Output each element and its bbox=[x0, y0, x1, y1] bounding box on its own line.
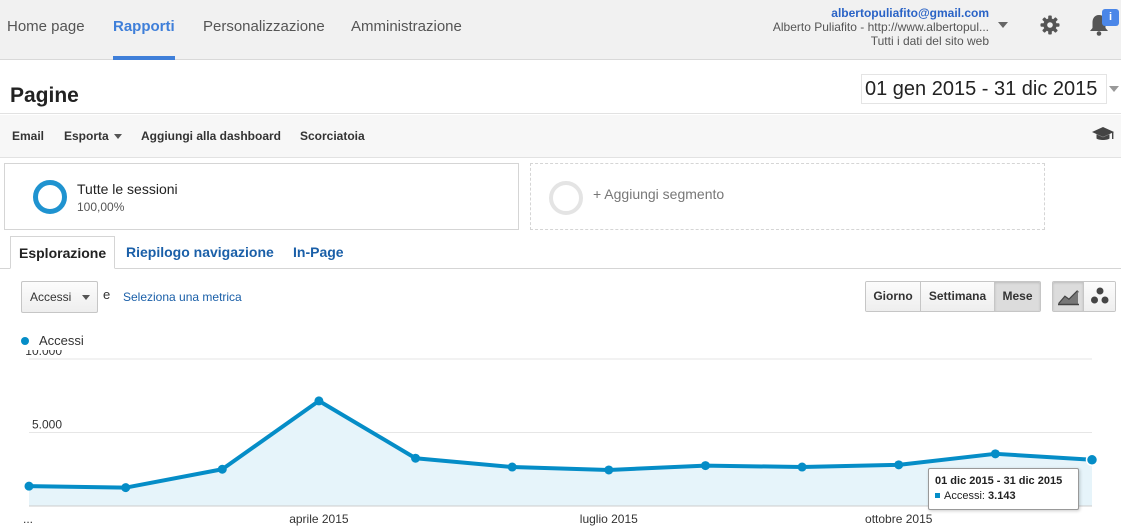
data-point-11 bbox=[1085, 453, 1099, 467]
period-day-button[interactable]: Giorno bbox=[866, 282, 921, 311]
export-label: Esporta bbox=[64, 129, 109, 143]
data-point-4 bbox=[411, 453, 421, 463]
nav-customization[interactable]: Personalizzazione bbox=[203, 18, 325, 35]
x-tick-label-1: aprile 2015 bbox=[289, 512, 349, 526]
account-property: Alberto Puliafito - http://www.albertopu… bbox=[772, 20, 989, 34]
chevron-down-icon[interactable] bbox=[82, 295, 90, 300]
account-email: albertopuliafito@gmail.com bbox=[831, 6, 989, 20]
segment-ring-icon bbox=[33, 180, 67, 214]
chart-tooltip: 01 dic 2015 - 31 dic 2015 Accessi: 3.143 bbox=[928, 468, 1079, 510]
data-point-6 bbox=[604, 465, 614, 475]
nav-admin[interactable]: Amministrazione bbox=[351, 18, 462, 35]
series-square-icon bbox=[935, 492, 940, 498]
segment-all-sessions[interactable]: Tutte le sessioni 100,00% bbox=[4, 163, 519, 230]
x-tick-label-3: ottobre 2015 bbox=[865, 512, 933, 526]
chevron-down-icon bbox=[113, 134, 122, 140]
add-to-dashboard-button[interactable]: Aggiungi alla dashboard bbox=[141, 129, 282, 143]
data-point-1 bbox=[121, 483, 131, 493]
nav-reports[interactable]: Rapporti bbox=[113, 0, 175, 60]
line-chart-icon bbox=[1058, 290, 1079, 306]
nav-home[interactable]: Home page bbox=[7, 18, 85, 35]
tooltip-metric-label: Accessi: bbox=[944, 490, 985, 502]
line-chart-view-button[interactable] bbox=[1053, 282, 1084, 311]
notifications-badge[interactable]: i bbox=[1102, 9, 1119, 26]
period-week-button[interactable]: Settimana bbox=[921, 282, 995, 311]
period-toggle: Giorno Settimana Mese bbox=[865, 281, 1041, 312]
data-point-10 bbox=[990, 449, 1000, 459]
chart-view-toggle bbox=[1052, 281, 1116, 312]
tooltip-metric: Accessi: 3.143 bbox=[935, 490, 1072, 502]
motion-chart-view-button[interactable] bbox=[1084, 282, 1115, 311]
segment-percentage: 100,00% bbox=[77, 200, 125, 214]
tab-explorer[interactable]: Esplorazione bbox=[10, 236, 116, 269]
add-segment-label: + Aggiungi segmento bbox=[593, 186, 725, 202]
legend-dot-icon bbox=[21, 336, 29, 345]
x-tick-label-2: luglio 2015 bbox=[580, 512, 638, 526]
gear-icon[interactable] bbox=[1040, 15, 1060, 35]
add-segment-button[interactable]: + Aggiungi segmento bbox=[530, 163, 1045, 230]
and-label: e bbox=[103, 287, 111, 302]
empty-segment-ring-icon bbox=[549, 181, 583, 215]
data-point-9 bbox=[894, 460, 904, 470]
data-point-5 bbox=[507, 462, 517, 472]
report-header: Pagine 01 gen 2015 - 31 dic 2015 bbox=[0, 60, 1121, 114]
y-tick-label-1: 10.000 bbox=[25, 350, 62, 358]
chevron-down-icon[interactable] bbox=[1109, 86, 1119, 92]
chart-legend[interactable]: Accessi bbox=[21, 333, 84, 348]
report-toolbar: Email Esporta Aggiungi alla dashboard Sc… bbox=[0, 115, 1121, 158]
tooltip-metric-value: 3.143 bbox=[988, 490, 1016, 502]
tabs-divider bbox=[0, 268, 1121, 269]
data-point-7 bbox=[700, 461, 710, 471]
account-selector[interactable]: albertopuliafito@gmail.com Alberto Pulia… bbox=[773, 6, 989, 48]
data-point-0 bbox=[24, 481, 34, 491]
graduation-cap-icon[interactable] bbox=[1091, 125, 1115, 143]
y-tick-label-0: 5.000 bbox=[32, 418, 62, 432]
account-view: Tutti i dati del sito web bbox=[870, 34, 989, 48]
tab-navigation-summary[interactable]: Riepilogo navigazione bbox=[126, 244, 274, 260]
sessions-line-chart[interactable]: 5.000 10.000... aprile 2015 luglio 2015 otto… bbox=[0, 350, 1121, 531]
data-point-8 bbox=[797, 462, 807, 472]
shortcut-button[interactable]: Scorciatoia bbox=[300, 129, 365, 143]
select-metric-link[interactable]: Seleziona una metrica bbox=[123, 290, 242, 304]
chevron-down-icon[interactable] bbox=[998, 22, 1008, 28]
period-month-button[interactable]: Mese bbox=[995, 282, 1040, 311]
legend-label: Accessi bbox=[39, 333, 84, 348]
top-navigation-bar: Home page Rapporti Personalizzazione Amm… bbox=[0, 0, 1121, 60]
x-tick-label-0: ... bbox=[23, 512, 33, 526]
tooltip-date-range: 01 dic 2015 - 31 dic 2015 bbox=[935, 475, 1063, 487]
motion-chart-icon bbox=[1091, 287, 1109, 304]
tab-in-page[interactable]: In-Page bbox=[293, 244, 344, 260]
date-range-picker[interactable]: 01 gen 2015 - 31 dic 2015 bbox=[861, 74, 1107, 104]
export-button[interactable]: Esporta bbox=[64, 129, 122, 143]
segment-name: Tutte le sessioni bbox=[77, 181, 178, 197]
page-title: Pagine bbox=[10, 84, 79, 107]
data-point-2 bbox=[217, 464, 227, 474]
series-area bbox=[29, 400, 1092, 506]
email-button[interactable]: Email bbox=[12, 129, 45, 143]
data-point-3 bbox=[314, 396, 324, 406]
series-line bbox=[28, 398, 1093, 490]
